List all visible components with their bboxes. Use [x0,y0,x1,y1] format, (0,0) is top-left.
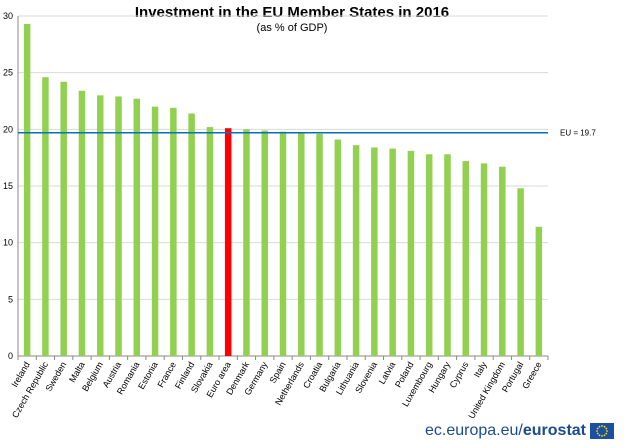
bar [535,226,543,356]
bar [407,150,415,356]
bar [316,133,323,356]
bar [188,113,195,356]
bar [279,131,287,356]
chart-title: Investment in the EU Member States in 20… [134,4,450,21]
bar [371,147,378,356]
y-tick-label: 20 [3,124,13,134]
bar [206,127,214,356]
y-tick-label: 0 [8,351,13,361]
bar [462,161,470,356]
bar [425,154,433,356]
y-tick-label: 5 [8,294,13,304]
bar [243,129,250,356]
y-tick-label: 10 [3,238,13,248]
bar [42,77,49,356]
bar [115,96,122,356]
y-tick-label: 30 [3,11,13,21]
bar [78,90,86,357]
bar [151,106,159,357]
y-tick-label: 25 [3,68,13,78]
footer-domain: ec.europa.eu/ [425,422,523,439]
bar [60,81,67,356]
bar [517,188,524,356]
bar [170,107,177,356]
eu-average-label: EU = 19.7 [560,129,596,138]
footer-url[interactable]: ec.europa.eu/eurostat [425,422,586,440]
bar [334,139,342,356]
bar [133,98,141,356]
chart-subtitle: (as % of GDP) [256,22,328,34]
bar [480,163,488,356]
bar [224,128,232,356]
y-tick-label: 15 [3,181,13,191]
bar [23,23,31,357]
eurostat-footer: ec.europa.eu/eurostat [425,420,614,442]
x-tick-label: Italy [472,360,489,380]
bar [444,154,451,356]
x-tick-label: Cyprus [448,360,471,390]
footer-brand: eurostat [522,422,586,439]
bar [96,95,104,356]
bar [499,166,506,356]
bar [389,148,396,356]
bar [261,130,268,356]
bar [298,132,305,356]
bar [352,145,360,356]
eu-flag-icon [590,423,614,439]
